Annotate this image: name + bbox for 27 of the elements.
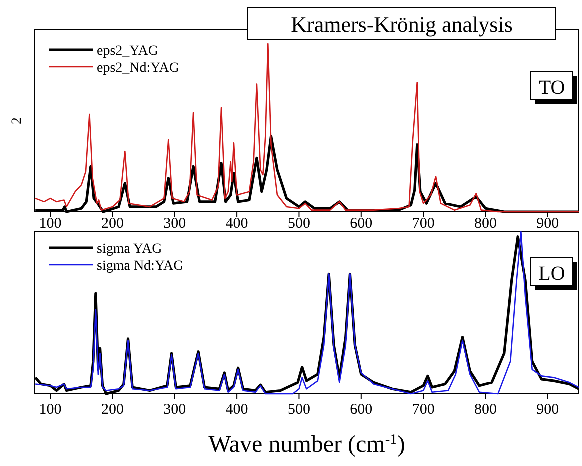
- x-tick-label: 500: [288, 402, 310, 418]
- x-tick-label: 100: [39, 216, 62, 232]
- x-tick-label: 400: [226, 402, 248, 418]
- annotation: LO: [538, 263, 566, 285]
- y-axis-title: 2: [10, 118, 25, 124]
- x-tick-label: 900: [536, 216, 560, 232]
- x-tick-label: 400: [226, 216, 248, 232]
- x-tick-label: 200: [101, 402, 124, 418]
- annotation: TO: [538, 77, 566, 99]
- x-tick-label: 700: [412, 402, 435, 418]
- x-tick-label: 900: [536, 402, 560, 418]
- x-tick-label: 800: [474, 216, 497, 232]
- x-tick-label: 200: [101, 216, 124, 232]
- legend-label: eps2_YAG: [97, 44, 158, 59]
- x-tick-label: 700: [412, 216, 435, 232]
- x-tick-label: 300: [164, 216, 186, 232]
- legend-label: sigma Nd:YAG: [97, 259, 184, 274]
- legend-label: eps2_Nd:YAG: [97, 61, 180, 76]
- chart-title: Kramers-Krönig analysis: [291, 12, 513, 37]
- x-tick-label: 500: [288, 216, 310, 232]
- x-tick-label: 800: [474, 402, 497, 418]
- x-axis-title: Wave number (cm$^{-1}$): [208, 432, 406, 458]
- legend-label: sigma YAG: [97, 242, 162, 257]
- x-tick-label: 600: [350, 402, 373, 418]
- x-tick-label: 600: [350, 216, 373, 232]
- x-tick-label: 300: [164, 402, 186, 418]
- x-tick-label: 100: [39, 402, 62, 418]
